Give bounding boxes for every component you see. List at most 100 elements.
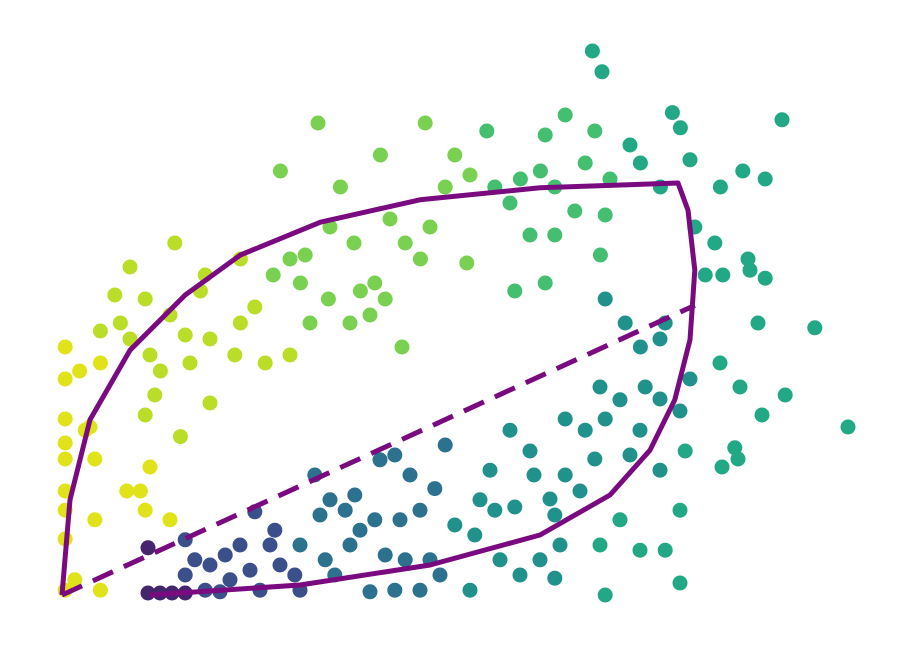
point <box>297 247 313 263</box>
point <box>265 267 281 283</box>
point <box>682 371 698 387</box>
point <box>697 267 713 283</box>
point <box>232 315 248 331</box>
point <box>712 355 728 371</box>
point <box>482 462 498 478</box>
point <box>735 163 751 179</box>
point <box>187 552 203 568</box>
point <box>377 291 393 307</box>
point <box>632 339 648 355</box>
point <box>487 502 503 518</box>
point <box>592 537 608 553</box>
point <box>392 512 408 528</box>
point <box>352 283 368 299</box>
point <box>437 179 453 195</box>
point <box>652 462 668 478</box>
point <box>597 207 613 223</box>
point <box>632 155 648 171</box>
point <box>807 320 823 336</box>
point <box>672 502 688 518</box>
point <box>167 235 183 251</box>
point <box>502 422 518 438</box>
point <box>387 447 403 463</box>
point <box>137 407 153 423</box>
point <box>92 323 108 339</box>
point <box>57 411 73 427</box>
point <box>362 584 378 600</box>
point <box>447 147 463 163</box>
point <box>594 64 610 80</box>
point <box>677 443 693 459</box>
point <box>657 542 673 558</box>
point <box>774 112 790 128</box>
point <box>777 387 793 403</box>
point <box>437 437 453 453</box>
point <box>287 567 303 583</box>
point <box>597 411 613 427</box>
point <box>742 262 758 278</box>
point <box>664 105 680 121</box>
point <box>412 502 428 518</box>
point <box>597 291 613 307</box>
point <box>537 275 553 291</box>
point <box>412 251 428 267</box>
point <box>622 447 638 463</box>
point <box>92 355 108 371</box>
point <box>142 347 158 363</box>
point <box>362 307 378 323</box>
point <box>377 547 393 563</box>
point <box>137 291 153 307</box>
point <box>714 459 730 475</box>
point <box>652 331 668 347</box>
point <box>347 487 363 503</box>
point <box>592 379 608 395</box>
point <box>597 587 613 603</box>
point <box>547 227 563 243</box>
point <box>632 542 648 558</box>
point <box>372 147 388 163</box>
point <box>730 451 746 467</box>
point <box>467 527 483 543</box>
point <box>310 115 326 131</box>
point <box>67 572 83 588</box>
point <box>557 467 573 483</box>
point <box>346 235 362 251</box>
point <box>472 492 488 508</box>
point <box>462 582 478 598</box>
point <box>257 355 273 371</box>
point <box>512 567 528 583</box>
point <box>312 507 328 523</box>
point <box>577 422 593 438</box>
point <box>754 407 770 423</box>
point <box>382 211 398 227</box>
point <box>572 483 588 499</box>
point <box>162 512 178 528</box>
point <box>522 443 538 459</box>
point <box>417 115 433 131</box>
point <box>302 315 318 331</box>
point <box>617 315 633 331</box>
point <box>202 331 218 347</box>
point <box>732 379 748 395</box>
point <box>87 512 103 528</box>
point <box>612 512 628 528</box>
point <box>217 547 233 563</box>
point <box>140 540 156 556</box>
point <box>342 315 358 331</box>
point <box>707 235 723 251</box>
point <box>447 517 463 533</box>
point <box>320 291 336 307</box>
point <box>87 451 103 467</box>
point <box>512 171 528 187</box>
point <box>182 355 198 371</box>
point <box>352 522 368 538</box>
point <box>507 283 523 299</box>
point <box>332 179 348 195</box>
point <box>584 43 600 59</box>
point <box>612 392 628 408</box>
point <box>432 567 448 583</box>
point <box>267 522 283 538</box>
point <box>57 435 73 451</box>
point <box>547 570 563 586</box>
